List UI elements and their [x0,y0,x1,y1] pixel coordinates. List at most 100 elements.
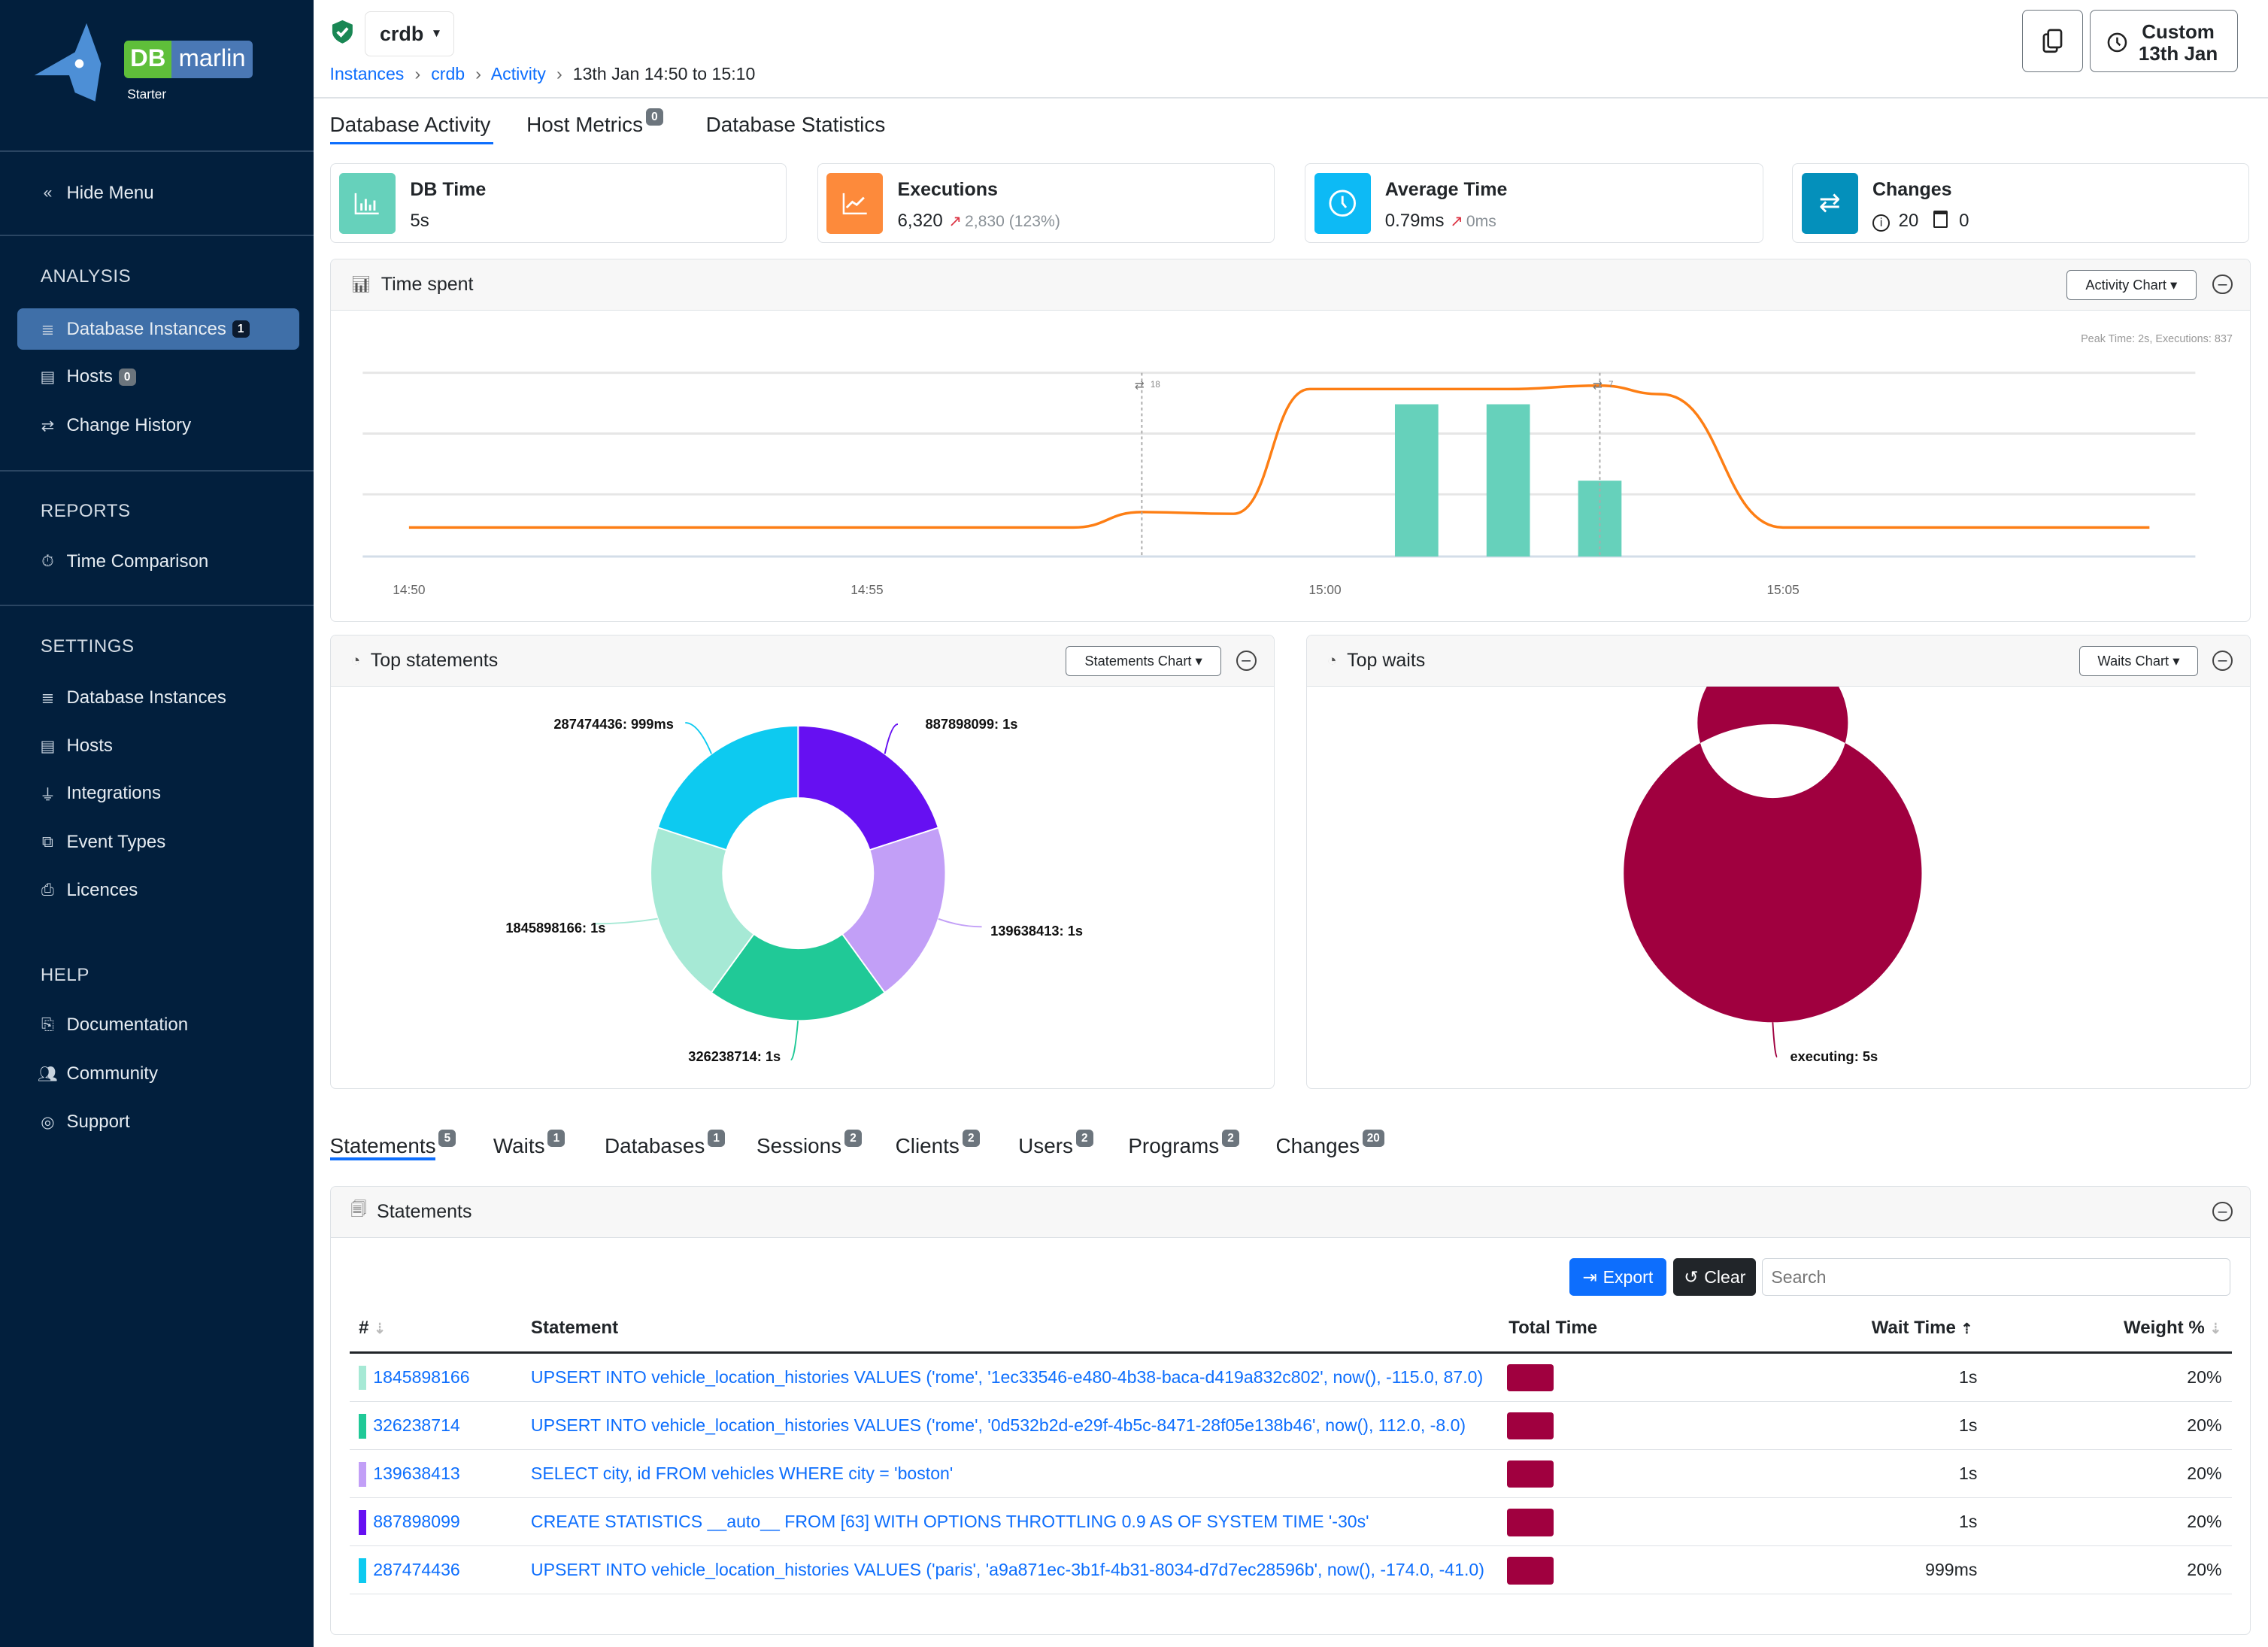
calendar-icon [1933,210,1948,228]
top-statements-chart[interactable]: 887898099: 1s 139638413: 1s 326238714: 1s 1… [331,687,1275,1090]
tab-programs[interactable]: Programs 2 [1128,1130,1240,1158]
collapse-icon[interactable]: – [2212,650,2233,671]
sidebar-item-database-instances[interactable]: ≣ Database Instances 1 [17,308,300,350]
weight-percent: 20% [2187,1559,2222,1579]
statement-id-link[interactable]: 326238714 [373,1415,460,1435]
copy-icon [2042,29,2063,53]
chart-icon: 📊︎ [350,275,371,293]
waits-chart-dropdown[interactable]: Waits Chart ▾ [2079,645,2198,677]
execution-bar[interactable] [1394,404,1439,557]
column-header-statement[interactable]: Statement [530,1318,619,1339]
activity-chart-dropdown[interactable]: Activity Chart ▾ [2066,269,2197,301]
tab-clients[interactable]: Clients 2 [896,1130,980,1158]
statement-text-link[interactable]: CREATE STATISTICS __auto__ FROM [63] WIT… [530,1511,1369,1531]
donut-slice[interactable] [841,827,946,993]
sidebar-item-support[interactable]: ◎ Support [17,1101,299,1143]
color-swatch [359,1413,366,1439]
time-comparison-icon: ⏱ [41,553,54,571]
breadcrumb-activity[interactable]: Activity [490,63,546,83]
copy-button[interactable] [2022,10,2083,73]
statement-text-link[interactable]: SELECT city, id FROM vehicles WHERE city… [530,1463,954,1483]
donut-slice[interactable] [656,724,799,851]
column-header-wait-time[interactable]: Wait Time ⇡ [1871,1318,1973,1339]
pie-chart-icon: ◔ [350,651,361,669]
donut-slice[interactable] [1624,686,1922,1022]
tab-host-metrics[interactable]: Host Metrics 0 [526,108,663,137]
sidebar-item-licences[interactable]: ⎙ Licences [17,869,299,911]
sidebar-item-community[interactable]: 👥︎ Community [38,1063,158,1084]
documentation-icon: ⎘ [41,1015,54,1033]
statement-text-link[interactable]: UPSERT INTO vehicle_location_histories V… [530,1366,1484,1387]
arrow-up-right-icon: ↗ [1450,212,1463,230]
sidebar-item-integrations[interactable]: ⏚ Integrations [17,772,299,814]
collapse-icon[interactable]: – [1236,650,1257,671]
event-types-icon: ⧉ [41,833,54,851]
clock-icon [2107,32,2127,53]
table-row[interactable]: 1845898166 UPSERT INTO vehicle_location_… [350,1354,2232,1402]
donut-slice[interactable] [710,933,886,1022]
change-marker-label: 7 [1609,381,1613,390]
table-row[interactable]: 287474436 UPSERT INTO vehicle_location_h… [350,1547,2232,1595]
peak-text: Peak Time: 2s, Executions: 837 [2081,333,2233,346]
column-header-id[interactable]: # ⇣ [359,1318,387,1339]
statement-id-link[interactable]: 1845898166 [373,1366,470,1387]
clear-button[interactable]: ↺ Clear [1673,1258,1757,1297]
info-icon: i [1872,214,1891,232]
breadcrumb-instances[interactable]: Instances [329,63,405,83]
tab-statements[interactable]: Statements 5 [330,1130,456,1158]
donut-slice[interactable] [796,724,939,851]
time-spent-chart[interactable]: 14:50 14:55 15:00 15:05 ⇄ 18 ⇄ 7 [331,311,2251,622]
sidebar-item-hosts[interactable]: ▤ Hosts 0 [17,356,299,398]
time-range-button[interactable]: Custom 13th Jan [2090,10,2238,73]
breadcrumb-crdb[interactable]: crdb [431,63,465,83]
execution-bar[interactable] [1486,404,1530,557]
dbmarlin-logo[interactable]: DB marlin Starter [32,20,263,105]
sidebar-item-change-history[interactable]: ⇄ Change History [17,405,299,447]
x-tick-label: 15:05 [1766,582,1799,597]
tab-users[interactable]: Users 2 [1018,1130,1093,1158]
count-badge: 1 [708,1130,726,1148]
status-shield-icon [331,19,354,50]
collapse-icon[interactable]: – [2212,1201,2233,1222]
chevrons-left-icon: « [43,184,53,202]
change-marker-icon[interactable]: ⇄ [1134,378,1144,391]
hide-menu-button[interactable]: «Hide Menu [17,172,299,214]
total-time-bar [1507,1460,1554,1488]
support-icon: ◎ [41,1113,55,1131]
top-waits-chart[interactable]: executing: 5s [1307,686,2251,1090]
statement-id-link[interactable]: 139638413 [373,1463,460,1483]
bar-chart-icon [339,172,396,234]
sidebar-item-database-instances[interactable]: ≣ Database Instances [17,677,299,719]
tab-waits[interactable]: Waits 1 [493,1130,565,1158]
column-header-weight[interactable]: Weight % ⇣ [2124,1318,2222,1339]
tab-database-statistics[interactable]: Database Statistics [705,113,886,137]
sidebar-item-hosts[interactable]: ▤ Hosts [17,725,299,767]
breadcrumb-current: 13th Jan 14:50 to 15:10 [572,63,756,83]
search-input[interactable] [1761,1258,2231,1297]
export-icon: ⇥ [1582,1266,1597,1287]
statement-text-link[interactable]: UPSERT INTO vehicle_location_histories V… [530,1559,1484,1579]
change-marker-icon[interactable]: ⇄ [1592,378,1602,391]
tab-changes[interactable]: Changes 20 [1276,1130,1384,1158]
table-row[interactable]: 887898099 CREATE STATISTICS __auto__ FRO… [350,1499,2232,1547]
average-time-card: Average Time 0.79ms ↗ 0ms [1304,163,1763,244]
tab-databases[interactable]: Databases 1 [605,1130,726,1158]
statements-chart-dropdown[interactable]: Statements Chart ▾ [1065,645,1222,677]
table-row[interactable]: 326238714 UPSERT INTO vehicle_location_h… [350,1402,2232,1450]
statement-id-link[interactable]: 887898099 [373,1511,460,1531]
sidebar-item-time-comparison[interactable]: ⏱ Time Comparison [17,541,299,583]
sort-asc-icon: ⇡ [1960,1321,1973,1338]
statement-id-link[interactable]: 287474436 [373,1559,460,1579]
donut-slice[interactable] [649,826,755,993]
table-row[interactable]: 139638413 SELECT city, id FROM vehicles … [350,1451,2232,1498]
tab-database-activity[interactable]: Database Activity [329,113,491,137]
export-button[interactable]: ⇥ Export [1569,1258,1666,1297]
statement-text-link[interactable]: UPSERT INTO vehicle_location_histories V… [530,1415,1466,1435]
slice-label: 139638413: 1s [990,923,1083,939]
sidebar-item-event-types[interactable]: ⧉ Event Types [17,822,299,864]
instance-selector[interactable]: crdb ▼ [364,11,454,56]
collapse-icon[interactable]: – [2212,274,2233,295]
column-header-total-time[interactable]: Total Time [1508,1318,1598,1339]
sidebar-item-documentation[interactable]: ⎘ Documentation [17,1004,299,1046]
tab-sessions[interactable]: Sessions 2 [757,1130,863,1158]
